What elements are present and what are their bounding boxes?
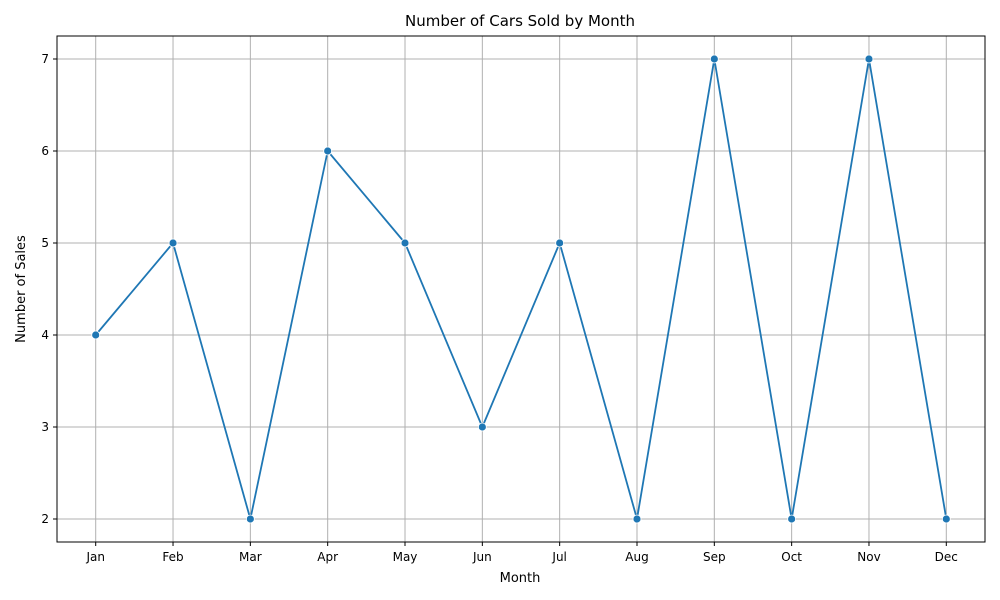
data-point — [864, 54, 874, 64]
data-point — [91, 330, 101, 340]
y-tick-label: 4 — [41, 328, 49, 342]
chart-title: Number of Cars Sold by Month — [405, 12, 635, 30]
data-point — [323, 146, 333, 156]
data-point — [477, 422, 487, 432]
y-tick-label: 2 — [41, 512, 49, 526]
y-tick-label: 6 — [41, 144, 49, 158]
y-axis-ticks: 2 3 4 5 6 7 — [41, 52, 57, 526]
series-line — [95, 58, 948, 520]
data-point — [941, 514, 951, 524]
y-axis-label: Number of Sales — [14, 235, 29, 343]
y-tick-label: 7 — [41, 52, 49, 66]
x-tick-label: Nov — [857, 550, 880, 564]
x-tick-label: Dec — [935, 550, 958, 564]
data-point — [555, 238, 565, 248]
x-tick-label: Aug — [625, 550, 648, 564]
x-tick-label: Oct — [781, 550, 802, 564]
grid-layer — [57, 36, 985, 542]
x-axis-label: Month — [500, 571, 541, 586]
x-tick-label: Apr — [317, 550, 338, 564]
plot-frame — [56, 35, 986, 543]
data-point — [168, 238, 178, 248]
data-point — [632, 514, 642, 524]
data-point — [245, 514, 255, 524]
data-point — [400, 238, 410, 248]
x-tick-label: Sep — [703, 550, 726, 564]
series-layer — [91, 54, 951, 524]
x-tick-label: Jun — [472, 550, 492, 564]
x-tick-label: Jan — [85, 550, 105, 564]
y-tick-label: 3 — [41, 420, 49, 434]
x-axis-ticks: Jan Feb Mar Apr May Jun Jul Aug Sep Oct Nov Dec — [85, 542, 958, 564]
x-tick-label: Jul — [551, 550, 566, 564]
x-tick-label: Feb — [162, 550, 183, 564]
y-tick-label: 5 — [41, 236, 49, 250]
x-tick-label: May — [393, 550, 418, 564]
data-point — [709, 54, 719, 64]
x-tick-label: Mar — [239, 550, 262, 564]
data-point — [787, 514, 797, 524]
